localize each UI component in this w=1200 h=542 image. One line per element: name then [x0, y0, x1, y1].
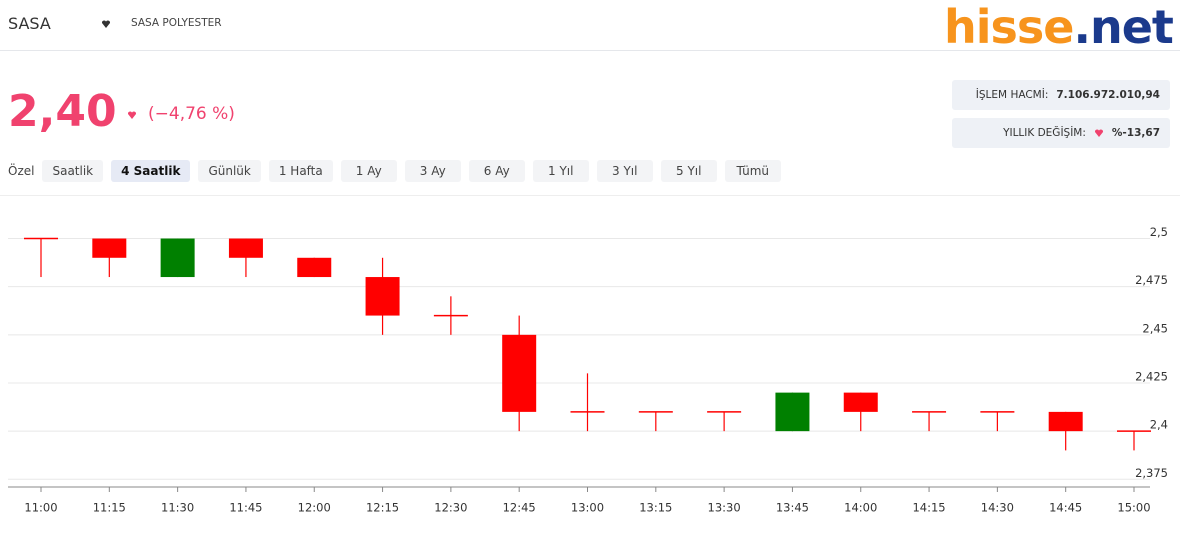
company-name: SASA POLYESTER — [131, 17, 222, 29]
x-tick-label: 13:45 — [776, 501, 809, 515]
candle-body — [843, 392, 878, 412]
divider — [0, 195, 1180, 196]
x-tick-label: 14:00 — [844, 501, 877, 515]
candle-body — [365, 277, 400, 316]
divider — [0, 50, 1180, 51]
x-tick-label: 11:30 — [161, 501, 194, 515]
range-button[interactable]: 1 Hafta — [268, 160, 333, 182]
yearly-box: YILLIK DEĞİŞİM: %-13,67 — [952, 118, 1170, 148]
range-button[interactable]: Günlük — [198, 160, 261, 182]
range-button[interactable]: 1 Yıl — [532, 160, 589, 182]
range-button[interactable]: 5 Yıl — [660, 160, 717, 182]
x-tick-label: 13:30 — [708, 501, 741, 515]
down-icon — [127, 111, 137, 119]
y-tick-label: 2,375 — [1135, 466, 1168, 480]
range-button[interactable]: Özel — [8, 164, 35, 178]
range-button[interactable]: 3 Yıl — [596, 160, 653, 182]
volume-box: İŞLEM HACMİ: 7.106.972.010,94 — [952, 80, 1170, 110]
candle-body — [297, 257, 332, 278]
candle-body — [160, 238, 195, 278]
candle-body — [1048, 411, 1083, 432]
range-button[interactable]: 6 Ay — [468, 160, 525, 182]
down-icon — [1094, 129, 1103, 137]
yearly-label: YILLIK DEĞİŞİM: — [1003, 127, 1086, 139]
x-tick-label: 12:00 — [298, 501, 331, 515]
candle-body — [92, 238, 127, 258]
x-tick-label: 13:00 — [571, 501, 604, 515]
x-tick-label: 13:15 — [639, 501, 672, 515]
x-tick-label: 14:30 — [981, 501, 1014, 515]
y-tick-label: 2,4 — [1150, 418, 1168, 432]
price-change: (−4,76 %) — [148, 104, 235, 124]
volume: 7.106.972.010,94 — [1056, 89, 1160, 101]
x-tick-label: 11:15 — [93, 501, 126, 515]
range-selector: Özel Saatlik 4 Saatlik Günlük 1 Hafta 1 Ay 3 A… — [8, 160, 781, 182]
range-button[interactable]: 1 Ay — [340, 160, 397, 182]
x-tick-label: 14:15 — [912, 501, 945, 515]
candle-body — [228, 238, 263, 258]
x-tick-label: 14:45 — [1049, 501, 1082, 515]
range-button[interactable]: Tümü — [724, 160, 781, 182]
dropdown-icon[interactable] — [101, 19, 111, 29]
candle-body — [502, 334, 537, 412]
logo-suffix: .net — [1073, 0, 1173, 54]
yearly-change: %-13,67 — [1111, 127, 1160, 139]
candle-body — [775, 392, 810, 432]
x-tick-label: 11:00 — [24, 501, 57, 515]
logo-main: hisse — [944, 0, 1074, 54]
x-tick-label: 11:45 — [229, 501, 262, 515]
range-button[interactable]: 4 Saatlik — [111, 160, 191, 182]
x-tick-label: 12:15 — [366, 501, 399, 515]
x-tick-label: 12:45 — [503, 501, 536, 515]
y-tick-label: 2,475 — [1135, 273, 1168, 287]
symbol: SASA — [8, 14, 51, 33]
x-tick-label: 15:00 — [1117, 501, 1150, 515]
range-button[interactable]: 3 Ay — [404, 160, 461, 182]
price: 2,40 — [8, 86, 117, 137]
y-tick-label: 2,45 — [1142, 321, 1168, 335]
y-tick-label: 2,425 — [1135, 369, 1168, 383]
x-tick-label: 12:30 — [434, 501, 467, 515]
logo: hisse.net — [944, 0, 1174, 54]
volume-label: İŞLEM HACMİ: — [975, 89, 1049, 101]
range-button[interactable]: Saatlik — [42, 160, 104, 182]
y-tick-label: 2,5 — [1150, 225, 1168, 239]
